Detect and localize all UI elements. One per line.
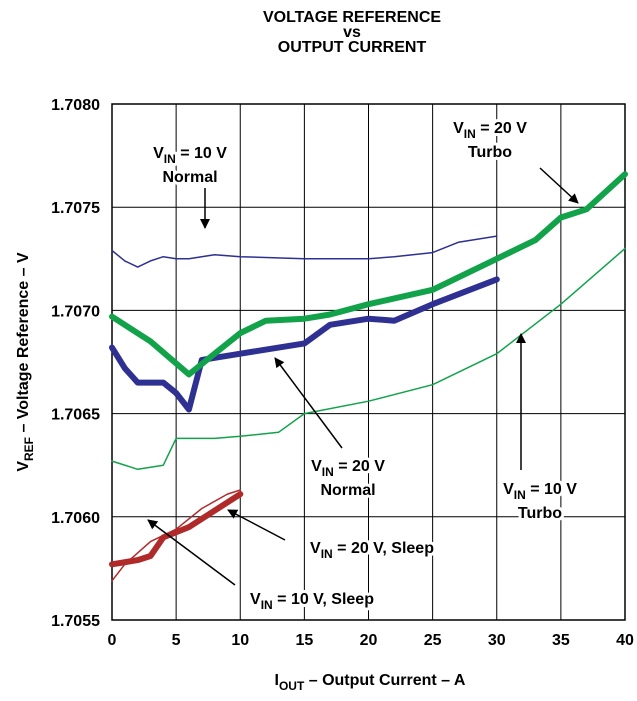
annotation-line2: Normal bbox=[320, 482, 375, 499]
arrow bbox=[274, 357, 343, 449]
y-tick-label: 1.7055 bbox=[51, 613, 100, 630]
x-tick-label: 20 bbox=[360, 632, 378, 649]
arrow bbox=[227, 509, 286, 541]
label: VIN = 10 V, Sleep bbox=[250, 591, 374, 612]
y-tick-label: 1.7070 bbox=[51, 303, 100, 320]
label-sub: OUT bbox=[279, 679, 305, 693]
annotation-line2: Turbo bbox=[518, 505, 562, 522]
label-rest: – Voltage Reference – V bbox=[15, 252, 32, 437]
y-tick-label: 1.7065 bbox=[51, 407, 100, 424]
label-main: V bbox=[153, 145, 164, 162]
x-tick-label: 10 bbox=[231, 632, 249, 649]
label-sub: IN bbox=[164, 152, 176, 166]
chart-title: OUTPUT CURRENT bbox=[278, 39, 427, 56]
y-tick-label: 1.7075 bbox=[51, 200, 100, 217]
series-line bbox=[109, 276, 500, 413]
x-tick-label: 15 bbox=[295, 632, 313, 649]
label-rest: = 20 V bbox=[334, 458, 385, 475]
label-sub: IN bbox=[322, 465, 334, 479]
label-sub: IN bbox=[464, 127, 476, 141]
annotation-line2: Turbo bbox=[468, 144, 512, 161]
series-line bbox=[109, 171, 628, 378]
label-main: V bbox=[310, 540, 321, 557]
series-line bbox=[111, 247, 626, 471]
label-main: V bbox=[15, 461, 32, 472]
label-rest: = 10 V bbox=[176, 145, 227, 162]
x-tick-label: 30 bbox=[488, 632, 506, 649]
label-sub: IN bbox=[514, 488, 526, 502]
x-tick-label: 5 bbox=[172, 632, 181, 649]
label: VIN = 20 V bbox=[311, 458, 385, 479]
label-rest: = 20 V bbox=[476, 120, 527, 137]
y-tick-label: 1.7060 bbox=[51, 510, 100, 527]
label: VIN = 20 V, Sleep bbox=[310, 540, 434, 561]
label-sub: IN bbox=[261, 598, 273, 612]
chart-title: vs bbox=[343, 24, 361, 41]
label-rest: – Output Current – A bbox=[304, 672, 466, 689]
label-sub: IN bbox=[321, 547, 333, 561]
plot-frame bbox=[111, 103, 626, 621]
label: VIN = 20 V bbox=[453, 120, 527, 141]
x-tick-label: 0 bbox=[108, 632, 117, 649]
label: IOUT – Output Current – A bbox=[275, 672, 466, 693]
label-rest: = 10 V, Sleep bbox=[273, 591, 374, 608]
arrow bbox=[539, 167, 579, 204]
arrow bbox=[147, 519, 236, 586]
y-tick-label: 1.7080 bbox=[51, 97, 100, 114]
label-main: I bbox=[275, 672, 279, 689]
label-main: V bbox=[311, 458, 322, 475]
label: VREF – Voltage Reference – V bbox=[15, 252, 36, 472]
label: VIN = 10 V bbox=[503, 481, 577, 502]
label-main: V bbox=[503, 481, 514, 498]
x-tick-label: 40 bbox=[616, 632, 634, 649]
chart-title: VOLTAGE REFERENCE bbox=[263, 9, 441, 26]
series-line bbox=[109, 491, 244, 568]
label-main: V bbox=[453, 120, 464, 137]
label-rest: = 10 V bbox=[526, 481, 577, 498]
label-rest: = 20 V, Sleep bbox=[333, 540, 434, 557]
arrows bbox=[147, 167, 579, 586]
annotation-line2: Normal bbox=[162, 169, 217, 186]
series-line bbox=[111, 235, 498, 268]
label-sub: REF bbox=[22, 437, 36, 461]
label-main: V bbox=[250, 591, 261, 608]
x-tick-label: 25 bbox=[424, 632, 442, 649]
x-tick-label: 35 bbox=[552, 632, 570, 649]
label: VIN = 10 V bbox=[153, 145, 227, 166]
